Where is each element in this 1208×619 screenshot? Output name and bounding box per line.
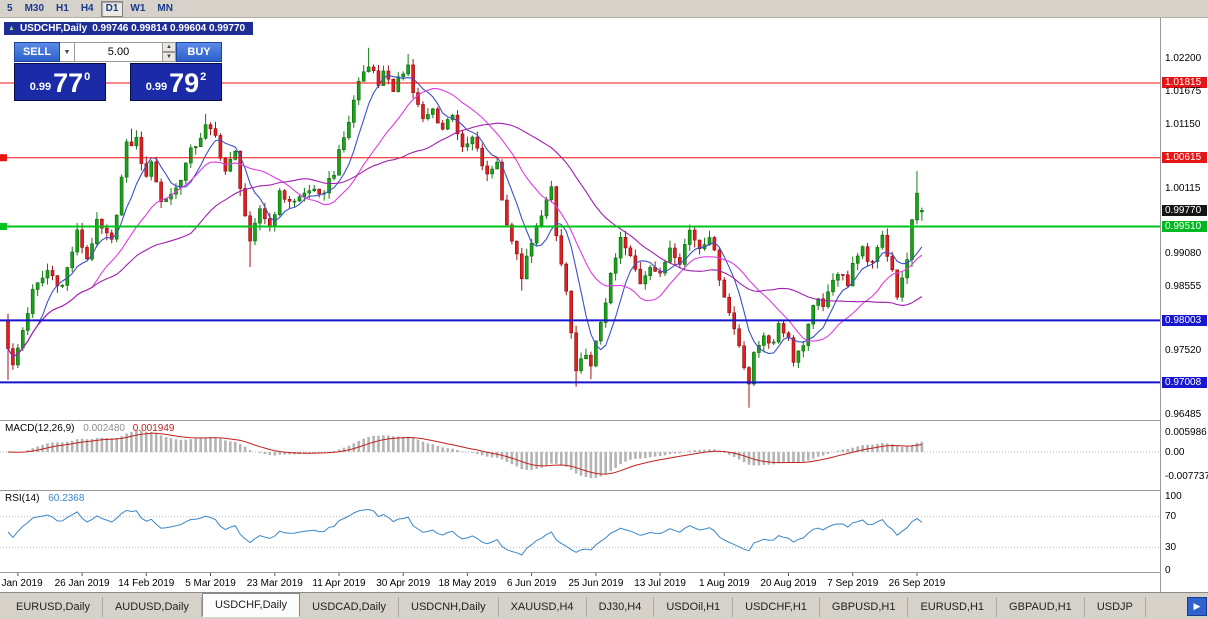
timeframe-button-5[interactable]: 5	[7, 2, 13, 14]
chart-tab-dj30-h4[interactable]: DJ30,H4	[587, 597, 655, 617]
rsi-axis-label: 30	[1165, 542, 1177, 553]
chart-tab-usdcnh-daily[interactable]: USDCNH,Daily	[399, 597, 499, 617]
chart-tabs-bar: EURUSD,Daily AUDUSD,Daily USDCHF,Daily USDC…	[0, 592, 1208, 619]
one-click-trading-panel: SELL ▼ 5.00 ▲ ▼ BUY 0.99 77 0 0.99 79	[14, 42, 222, 101]
svg-text:26 Jan 2019: 26 Jan 2019	[55, 578, 110, 589]
timeframe-button-w1[interactable]: W1	[130, 2, 146, 14]
tabs-scroll-right-button[interactable]: ▶	[1187, 597, 1207, 616]
volume-up-icon[interactable]: ▲	[163, 42, 176, 52]
price-axis[interactable]: 1.02200 1.01815 1.01675 1.01150 1.00615 1.001…	[1160, 18, 1208, 592]
price-axis-label: 0.96485	[1165, 409, 1202, 420]
buy-button[interactable]: BUY	[176, 42, 222, 62]
price-axis-label: 1.01815	[1162, 77, 1207, 88]
chart-tab-eurusd-h1[interactable]: EURUSD,H1	[908, 597, 998, 617]
buy-price-pip: 2	[200, 71, 207, 83]
chart-window: 8 Jan 2019 26 Jan 2019 14 Feb 2019 5 Mar 20…	[0, 18, 1208, 592]
chart-ohlc-values: 0.99746 0.99814 0.99604 0.99770	[92, 23, 246, 34]
macd-signal-value: 0.001949	[132, 423, 175, 434]
price-axis-label: 0.97008	[1162, 377, 1207, 388]
volume-input[interactable]: 5.00	[75, 42, 163, 62]
svg-text:18 May 2019: 18 May 2019	[438, 578, 496, 589]
timeframe-toolbar: 5 M30 H1 H4 D1 W1 MN	[0, 0, 1208, 18]
svg-text:14 Feb 2019: 14 Feb 2019	[118, 578, 175, 589]
chart-tab-usdchf-daily[interactable]: USDCHF,Daily	[201, 593, 301, 617]
svg-text:6 Jun 2019: 6 Jun 2019	[507, 578, 557, 589]
rsi-axis-label: 0	[1165, 565, 1171, 576]
rsi-axis-label: 100	[1165, 491, 1182, 502]
svg-text:23 Mar 2019: 23 Mar 2019	[247, 578, 304, 589]
timeframe-button-h4[interactable]: H4	[80, 2, 94, 14]
rsi-indicator-label: RSI(14) 60.2368	[5, 493, 84, 504]
price-axis-label: 1.01675	[1165, 86, 1202, 97]
timeframe-button-h1[interactable]: H1	[56, 2, 69, 14]
rsi-name: RSI(14)	[5, 493, 40, 504]
chart-tab-eurusd-daily[interactable]: EURUSD,Daily	[4, 597, 103, 617]
macd-name: MACD(12,26,9)	[5, 423, 75, 434]
sell-price-prefix: 0.99	[29, 81, 52, 93]
timeframe-button-mn[interactable]: MN	[157, 2, 173, 14]
macd-indicator-label: MACD(12,26,9) 0.002480 0.001949	[5, 423, 174, 434]
candlestick-chart-canvas[interactable]: 8 Jan 2019 26 Jan 2019 14 Feb 2019 5 Mar 20…	[0, 18, 1160, 592]
timeframe-button-d1[interactable]: D1	[100, 0, 124, 17]
macd-axis-label: -0.007737	[1165, 471, 1208, 482]
macd-axis-label: 0.00	[1165, 447, 1185, 458]
rsi-value: 60.2368	[48, 493, 85, 504]
svg-text:11 Apr 2019: 11 Apr 2019	[312, 578, 366, 589]
volume-stepper: ▲ ▼	[163, 42, 176, 62]
svg-text:1 Aug 2019: 1 Aug 2019	[699, 578, 750, 589]
svg-text:8 Jan 2019: 8 Jan 2019	[0, 578, 43, 589]
rsi-panel-separator[interactable]	[0, 490, 1208, 491]
svg-text:20 Aug 2019: 20 Aug 2019	[760, 578, 817, 589]
price-axis-label: 1.00615	[1162, 152, 1207, 163]
svg-text:30 Apr 2019: 30 Apr 2019	[376, 578, 430, 589]
sell-price-main: 77	[53, 68, 84, 98]
chart-tab-usdjp[interactable]: USDJP	[1085, 597, 1146, 617]
svg-text:25 Jun 2019: 25 Jun 2019	[568, 578, 623, 589]
chart-tab-gbpaud-h1[interactable]: GBPAUD,H1	[997, 597, 1085, 617]
svg-text:26 Sep 2019: 26 Sep 2019	[889, 578, 946, 589]
chart-icon: ▲	[8, 25, 15, 32]
price-axis-label: 0.97520	[1165, 345, 1202, 356]
buy-price-main: 79	[169, 68, 200, 98]
chart-tab-audusd-daily[interactable]: AUDUSD,Daily	[103, 597, 202, 617]
price-axis-label: 0.98003	[1162, 315, 1207, 326]
macd-axis-label: 0.005986	[1165, 427, 1207, 438]
price-axis-label: 0.99770	[1162, 205, 1207, 216]
chart-symbol-period: USDCHF,Daily	[19, 23, 88, 34]
chart-tab-usdchf-h1[interactable]: USDCHF,H1	[733, 597, 820, 617]
svg-text:13 Jul 2019: 13 Jul 2019	[634, 578, 686, 589]
price-axis-label: 0.98555	[1165, 281, 1202, 292]
volume-dropdown-icon[interactable]: ▼	[60, 42, 75, 62]
sell-price-box[interactable]: 0.99 77 0	[14, 63, 106, 101]
chart-title-bar[interactable]: ▲ USDCHF,Daily 0.99746 0.99814 0.99604 0…	[4, 22, 254, 35]
chart-tab-xauusd-h4[interactable]: XAUUSD,H4	[499, 597, 587, 617]
svg-text:5 Mar 2019: 5 Mar 2019	[185, 578, 236, 589]
price-axis-label: 0.99080	[1165, 248, 1202, 259]
volume-down-icon[interactable]: ▼	[163, 52, 176, 62]
sell-button[interactable]: SELL	[14, 42, 60, 62]
buy-price-prefix: 0.99	[145, 81, 168, 93]
chart-tab-gbpusd-h1[interactable]: GBPUSD,H1	[820, 597, 909, 617]
macd-main-value: 0.002480	[83, 423, 125, 434]
price-axis-label: 0.99510	[1162, 221, 1207, 232]
time-axis-separator	[0, 572, 1208, 573]
sell-price-pip: 0	[84, 71, 91, 83]
price-axis-label: 1.01150	[1165, 119, 1201, 130]
timeframe-button-m30[interactable]: M30	[24, 2, 45, 14]
svg-text:7 Sep 2019: 7 Sep 2019	[827, 578, 879, 589]
chart-tab-usdoil-h1[interactable]: USDOil,H1	[654, 597, 734, 617]
macd-panel-separator[interactable]	[0, 420, 1208, 421]
price-axis-label: 1.00115	[1165, 183, 1201, 194]
rsi-axis-label: 70	[1165, 511, 1177, 522]
buy-price-box[interactable]: 0.99 79 2	[130, 63, 222, 101]
chart-tab-usdcad-daily[interactable]: USDCAD,Daily	[300, 597, 400, 617]
price-axis-label: 1.02200	[1165, 53, 1202, 64]
